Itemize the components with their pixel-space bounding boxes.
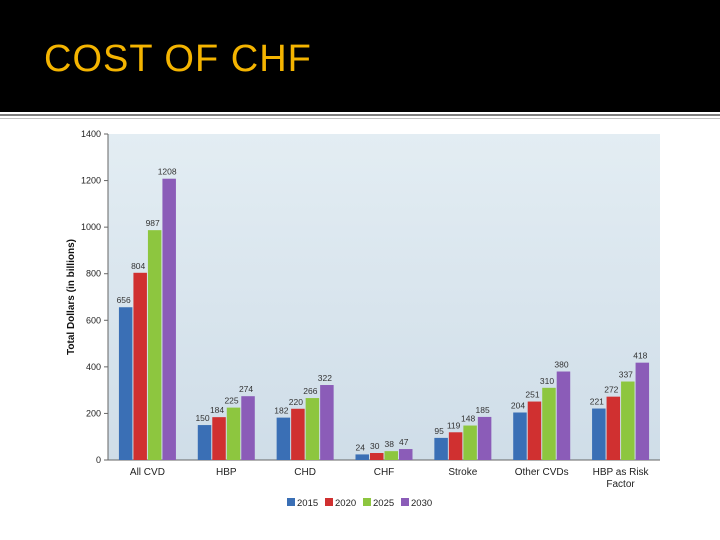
data-label: 272: [604, 385, 618, 395]
data-label: 119: [447, 420, 461, 430]
data-label: 225: [224, 396, 238, 406]
data-label: 30: [370, 441, 380, 451]
bar-2015-3: [355, 454, 369, 460]
data-label: 185: [476, 405, 490, 415]
legend-swatch-2020: [325, 498, 333, 506]
bar-2030-2: [320, 385, 334, 460]
bar-2025-2: [305, 398, 320, 460]
data-label: 337: [619, 370, 633, 380]
data-label: 38: [385, 439, 395, 449]
bar-2030-0: [162, 178, 176, 461]
bar-2015-5: [513, 412, 527, 460]
bar-2030-3: [399, 449, 413, 460]
legend-label: 2025: [373, 498, 394, 509]
x-tick-label: CHF: [374, 467, 395, 478]
bar-2020-3: [370, 453, 384, 460]
plot-area: [108, 134, 660, 460]
y-axis-title: Total Dollars (in billions): [66, 239, 77, 355]
title-divider-thin: [0, 118, 720, 119]
x-tick-label: Stroke: [448, 467, 477, 478]
y-tick-label: 400: [86, 362, 101, 372]
data-label: 266: [303, 386, 317, 396]
bar-2020-4: [448, 432, 463, 460]
slide-title: COST OF CHF: [44, 38, 312, 80]
bar-2025-1: [226, 407, 241, 460]
bar-2025-4: [463, 425, 477, 460]
bar-2025-3: [384, 451, 398, 460]
legend-swatch-2025: [363, 498, 371, 506]
bar-2025-6: [621, 381, 635, 460]
y-tick-label: 200: [86, 408, 101, 418]
y-tick-label: 0: [96, 455, 101, 465]
legend-swatch-2030: [401, 498, 409, 506]
x-tick-label: HBP: [216, 467, 237, 478]
y-tick-label: 800: [86, 269, 101, 279]
bar-2020-0: [133, 272, 147, 460]
data-label: 380: [554, 360, 568, 370]
data-label: 1208: [158, 167, 177, 177]
y-tick-label: 1400: [81, 129, 101, 139]
bar-2015-2: [276, 417, 291, 460]
bar-2020-1: [212, 417, 226, 460]
data-label: 150: [195, 413, 209, 423]
data-label: 24: [356, 442, 366, 452]
data-label: 310: [540, 376, 554, 386]
data-label: 47: [399, 437, 409, 447]
data-label: 322: [318, 373, 332, 383]
legend-swatch-2015: [287, 498, 295, 506]
bar-2030-1: [241, 396, 255, 460]
legend-label: 2020: [335, 498, 356, 509]
data-label: 182: [274, 406, 288, 416]
y-tick-label: 600: [86, 315, 101, 325]
bar-2020-6: [606, 396, 621, 460]
x-tick-label: HBP as Risk Factor: [593, 467, 650, 490]
title-divider: [0, 114, 720, 116]
y-tick-label: 1000: [81, 222, 101, 232]
bar-2020-2: [291, 408, 305, 460]
bar-2015-6: [592, 408, 606, 460]
title-bar: COST OF CHF: [0, 0, 720, 112]
data-label: 148: [461, 414, 475, 424]
data-label: 221: [590, 397, 604, 407]
bar-2025-0: [147, 230, 162, 460]
legend-label: 2015: [297, 498, 318, 509]
x-tick-label: Other CVDs: [515, 467, 569, 478]
x-tick-label: CHD: [294, 467, 316, 478]
data-label: 804: [131, 261, 145, 271]
x-tick-label: All CVD: [130, 467, 165, 478]
bar-2025-5: [542, 387, 556, 460]
data-label: 274: [239, 384, 253, 394]
bar-2015-0: [118, 307, 133, 460]
data-label: 987: [146, 218, 160, 228]
bar-2015-4: [434, 437, 448, 460]
data-label: 418: [633, 351, 647, 361]
data-label: 220: [289, 397, 303, 407]
bar-2030-6: [635, 362, 650, 460]
y-tick-label: 1200: [81, 176, 101, 186]
legend-label: 2030: [411, 498, 432, 509]
bar-2030-5: [556, 371, 571, 460]
bar-2015-1: [197, 425, 212, 460]
data-label: 656: [117, 295, 131, 305]
bar-2020-5: [527, 401, 542, 460]
data-label: 95: [434, 426, 444, 436]
data-label: 204: [511, 400, 525, 410]
data-label: 184: [210, 405, 224, 415]
bar-2030-4: [477, 416, 492, 460]
data-label: 251: [525, 390, 539, 400]
